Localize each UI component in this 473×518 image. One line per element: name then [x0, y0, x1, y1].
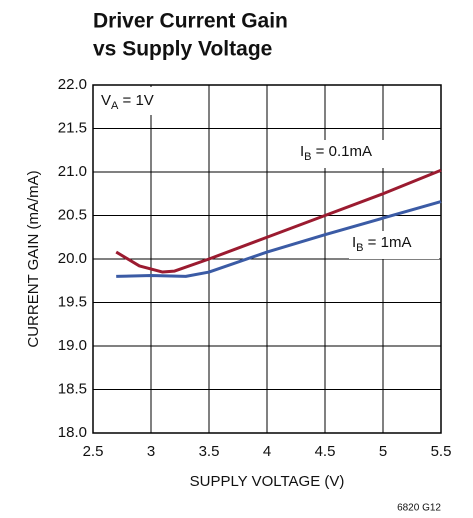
- label-bg: [349, 231, 439, 259]
- label-bg: [297, 140, 387, 168]
- y-tick-label: 18.0: [58, 424, 87, 441]
- y-tick-label: 21.0: [58, 163, 87, 180]
- y-tick-label: 22.0: [58, 76, 87, 93]
- series-label: IB = 1mA: [352, 234, 411, 254]
- chart-title: vs Supply Voltage: [93, 38, 272, 61]
- x-tick-label: 3: [147, 443, 155, 460]
- x-tick-label: 5: [379, 443, 387, 460]
- y-tick-label: 21.5: [58, 119, 87, 136]
- x-tick-label: 5.5: [431, 443, 452, 460]
- line: [116, 200, 442, 278]
- series-label: IB = 0.1mA: [300, 143, 372, 163]
- x-axis-label: SUPPLY VOLTAGE (V): [190, 473, 345, 490]
- x-tick-label: 4: [263, 443, 271, 460]
- y-tick-label: 20.5: [58, 206, 87, 223]
- y-tick-label: 18.5: [58, 380, 87, 397]
- x-tick-label: 2.5: [83, 443, 104, 460]
- line: [115, 168, 442, 274]
- annotation: VA = 1V: [101, 92, 154, 112]
- x-tick-label: 3.5: [199, 443, 220, 460]
- footnote: 6820 G12: [397, 503, 441, 514]
- y-tick-label: 20.0: [58, 250, 87, 267]
- chart-title: Driver Current Gain: [93, 10, 288, 33]
- y-axis-label: CURRENT GAIN (mA/mA): [25, 170, 42, 347]
- x-tick-label: 4.5: [315, 443, 336, 460]
- y-tick-label: 19.0: [58, 337, 87, 354]
- annotation-bg: [95, 87, 157, 115]
- plot-frame: [92, 84, 442, 434]
- y-tick-label: 19.5: [58, 293, 87, 310]
